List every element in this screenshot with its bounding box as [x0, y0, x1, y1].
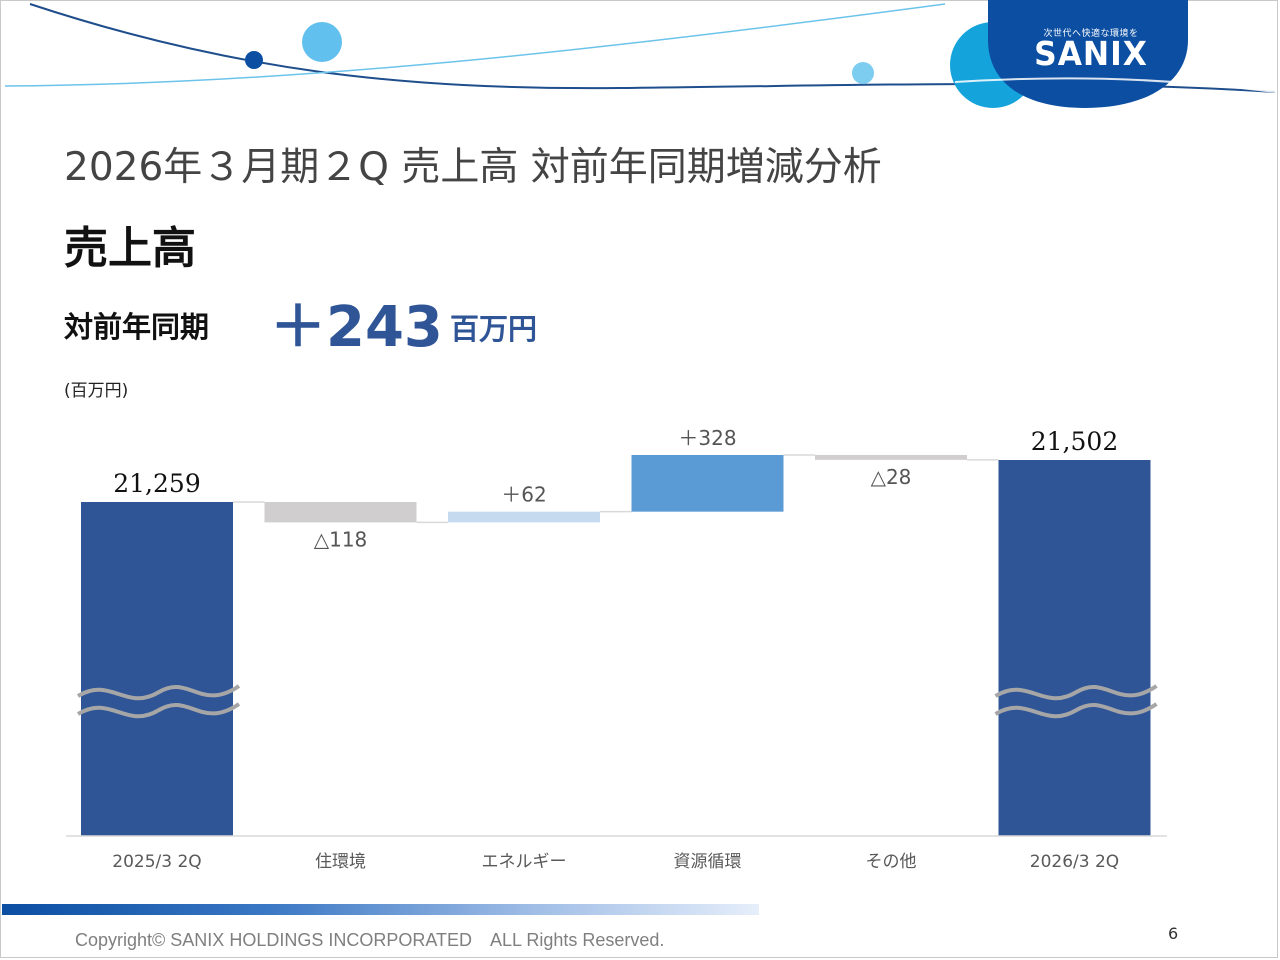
- axis-break-mark-0-0: [76, 684, 241, 701]
- data-label-1: △118: [314, 527, 368, 551]
- logo-shape: [988, 0, 1188, 108]
- bar-0: [81, 502, 233, 836]
- data-label-4: △28: [871, 465, 912, 489]
- copyright-text: Copyright© SANIX HOLDINGS INCORPORATED A…: [75, 930, 665, 950]
- yoy-unit: 百万円: [450, 312, 538, 346]
- category-label-0: 2025/3 2Q: [112, 852, 201, 872]
- slide-title: 2026年３月期２Q 売上高 対前年同期増減分析: [64, 145, 882, 190]
- header-decoration: [4, 0, 1276, 108]
- yoy-value: ＋243: [270, 295, 443, 360]
- page-number: 6: [1168, 924, 1179, 943]
- category-label-2: エネルギー: [482, 852, 567, 872]
- yoy-label: 対前年同期: [64, 310, 210, 344]
- axis-break-mark-5-0: [994, 684, 1158, 701]
- bar-4: [815, 454, 967, 460]
- data-label-5: 21,502: [1031, 427, 1118, 456]
- category-label-3: 資源循環: [674, 852, 742, 872]
- data-label-2: ＋62: [501, 483, 546, 507]
- data-label-0: 21,259: [113, 469, 200, 498]
- bar-3: [631, 454, 784, 512]
- bar-5: [998, 460, 1151, 836]
- bar-1: [264, 502, 417, 523]
- axis-break-mark-5-1: [994, 702, 1158, 719]
- category-label-4: その他: [866, 852, 917, 872]
- chart-unit-note: (百万円): [64, 381, 129, 401]
- section-heading: 売上高: [64, 223, 196, 274]
- logo-swoosh: [954, 77, 1276, 93]
- decor-bubble-dark: [245, 51, 263, 69]
- decor-curve-light: [4, 3, 946, 87]
- waterfall-chart: 21,259 2025/3 2Q △118 住環境 ＋62 エネルギー ＋328 資源循環 △2…: [66, 426, 1167, 872]
- axis-break-mark-0-1: [76, 702, 241, 719]
- decor-bubble-large: [302, 22, 342, 62]
- footer-gradient-bar: [2, 904, 759, 915]
- category-label-1: 住環境: [315, 852, 366, 872]
- category-label-5: 2026/3 2Q: [1030, 852, 1119, 872]
- bar-2: [448, 511, 600, 523]
- brand-tagline: 次世代へ快適な環境を: [1043, 29, 1139, 39]
- data-label-3: ＋328: [678, 426, 736, 450]
- decor-bubble-small: [852, 62, 874, 84]
- brand-logo: SANIX: [1034, 34, 1148, 73]
